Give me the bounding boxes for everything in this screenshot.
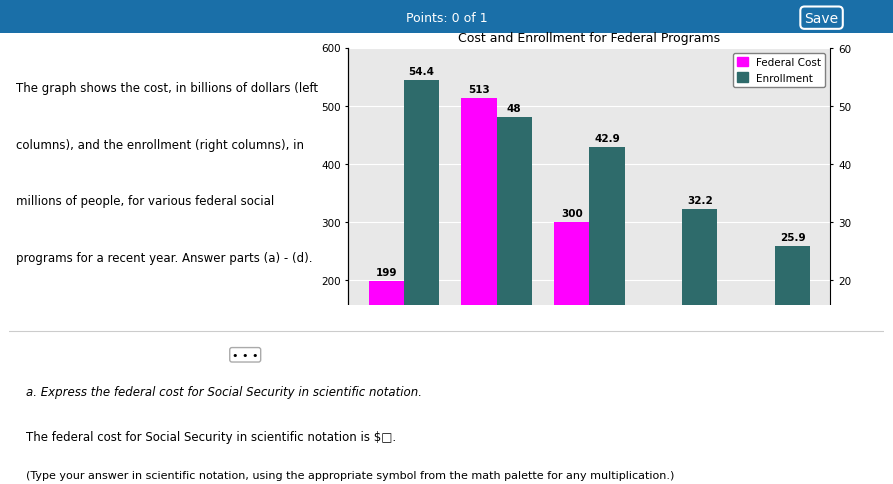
Bar [404, 81, 439, 397]
Bar [647, 388, 682, 397]
Text: a. Express the federal cost for Social Security in scientific notation.: a. Express the federal cost for Social S… [27, 385, 422, 398]
Text: 199: 199 [376, 267, 397, 277]
Text: 513: 513 [468, 85, 490, 95]
Text: programs for a recent year. Answer parts (a) - (d).: programs for a recent year. Answer parts… [15, 251, 312, 264]
Text: 15: 15 [657, 374, 672, 384]
Text: millions of people, for various federal social: millions of people, for various federal … [15, 195, 274, 208]
Text: 25.9: 25.9 [780, 232, 805, 242]
Text: The graph shows the cost, in billions of dollars (left: The graph shows the cost, in billions of… [15, 82, 318, 95]
Text: • • •: • • • [232, 350, 258, 360]
Legend: Federal Cost, Enrollment: Federal Cost, Enrollment [733, 54, 825, 88]
Bar [739, 376, 775, 397]
Bar [589, 148, 624, 397]
Bar [555, 223, 589, 397]
Text: The federal cost for Social Security in scientific notation is $□.: The federal cost for Social Security in … [27, 430, 396, 443]
Text: 42.9: 42.9 [594, 134, 620, 144]
Text: columns), and the enrollment (right columns), in: columns), and the enrollment (right colu… [15, 138, 304, 151]
Title: Cost and Enrollment for Federal Programs: Cost and Enrollment for Federal Programs [458, 31, 721, 45]
Text: Save: Save [805, 12, 839, 26]
Text: 37: 37 [750, 362, 764, 371]
Text: Points: 0 of 1: Points: 0 of 1 [405, 12, 488, 25]
Bar [497, 118, 532, 397]
Text: 48: 48 [507, 104, 522, 114]
Bar [462, 99, 497, 397]
Bar [369, 281, 404, 397]
Text: 54.4: 54.4 [408, 67, 435, 77]
Bar [775, 246, 810, 397]
Text: (Type your answer in scientific notation, using the appropriate symbol from the : (Type your answer in scientific notation… [27, 469, 675, 480]
Text: 300: 300 [561, 209, 582, 219]
Bar [682, 210, 717, 397]
Text: 32.2: 32.2 [687, 196, 713, 206]
